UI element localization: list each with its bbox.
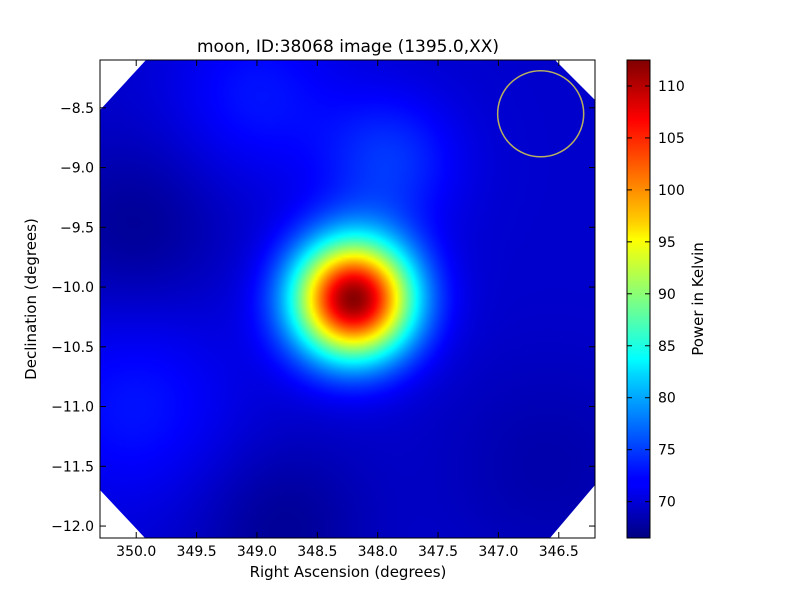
y-axis-label: Declination (degrees) [22,218,40,380]
y-tick-label: −11.5 [51,459,94,475]
colorbar-tick-label: 90 [658,287,676,303]
colorbar-ticks: 70 75 80 85 90 95 100 105 110 [627,79,685,511]
colorbar-tick-label: 110 [658,79,685,95]
colorbar-tick-label: 70 [658,495,676,511]
colorbar-tick-label: 80 [658,391,676,407]
colorbar-tick-label: 100 [658,183,685,199]
beam-circle [496,70,585,158]
colorbar: 70 75 80 85 90 95 100 105 110 Power in Kelvin [626,59,707,539]
x-tick-label: 350.0 [116,544,156,560]
x-tick-label: 348.5 [297,544,337,560]
y-tick-label: −11.0 [51,400,94,416]
x-tick-label: 347.5 [418,544,458,560]
heatmap-image [100,60,595,538]
y-tick-label: −8.5 [60,101,94,117]
x-tick-label: 349.5 [177,544,217,560]
x-axis-label: Right Ascension (degrees) [250,563,447,581]
y-axis: −8.5 −9.0 −9.5 −10.0 −10.5 −11.0 −11.5 −12.0 [51,101,595,535]
x-tick-label: 349.0 [237,544,277,560]
y-tick-label: −9.5 [60,220,94,236]
colorbar-tick-label: 95 [658,235,676,251]
chart-title: moon, ID:38068 image (1395.0,XX) [197,37,499,57]
y-tick-label: −9.0 [60,161,94,177]
y-tick-label: −12.0 [51,519,94,535]
y-tick-label: −10.5 [51,340,94,356]
heatmap-area [99,59,596,539]
plot-frame [99,59,596,539]
x-tick-label: 348.0 [358,544,398,560]
x-axis: 350.0 349.5 349.0 348.5 348.0 347.5 347.0 346.5 [116,60,579,560]
colorbar-tick-label: 85 [658,339,676,355]
y-tick-label: −10.0 [51,280,94,296]
colorbar-gradient [626,59,651,539]
colorbar-tick-label: 75 [658,443,676,459]
colorbar-tick-label: 105 [658,131,685,147]
x-tick-label: 347.0 [478,544,518,560]
x-tick-label: 346.5 [539,544,579,560]
colorbar-label: Power in Kelvin [689,242,707,356]
